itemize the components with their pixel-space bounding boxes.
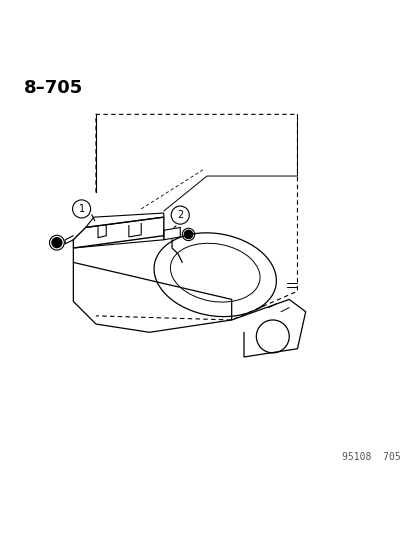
Text: 1: 1 [78, 204, 84, 214]
Text: 8–705: 8–705 [24, 79, 83, 98]
Circle shape [72, 200, 90, 218]
Circle shape [52, 238, 62, 248]
Text: 95108  705: 95108 705 [341, 452, 399, 462]
Text: 2: 2 [177, 210, 183, 220]
Circle shape [171, 206, 189, 224]
Circle shape [184, 230, 192, 239]
